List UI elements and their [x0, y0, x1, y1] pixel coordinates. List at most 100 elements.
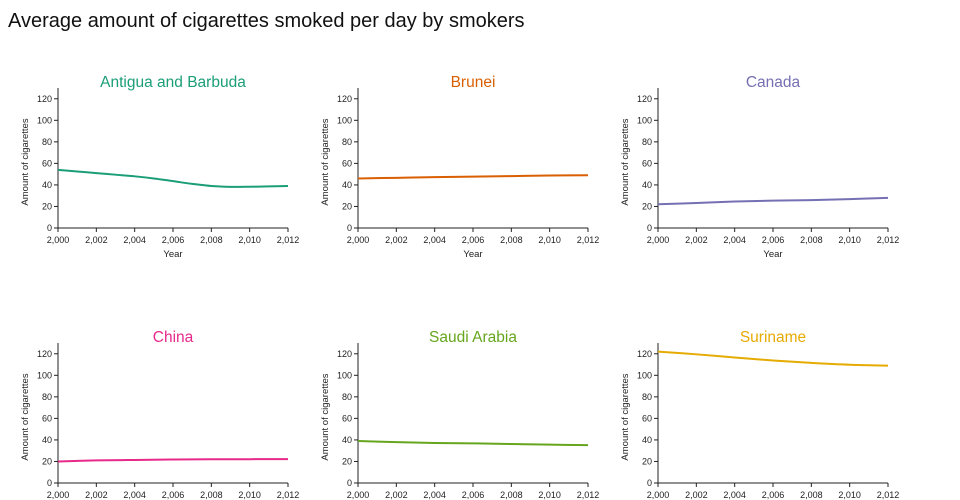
panel-title: China: [153, 329, 194, 346]
x-tick-label: 2,004: [123, 490, 146, 500]
y-tick-label: 40: [42, 180, 52, 190]
y-tick-label: 60: [42, 158, 52, 168]
x-tick-label: 2,010: [538, 235, 561, 245]
y-axis-label: Amount of cigarettes: [320, 118, 331, 205]
y-axis-label: Amount of cigarettes: [620, 373, 631, 460]
y-tick-label: 100: [337, 370, 352, 380]
y-tick-label: 40: [342, 180, 352, 190]
series-line: [357, 440, 589, 447]
y-tick-label: 60: [642, 413, 652, 423]
series-line: [657, 196, 889, 206]
x-tick-label: 2,006: [162, 235, 185, 245]
panel-title: Suriname: [740, 329, 806, 346]
y-tick-label: 80: [42, 392, 52, 402]
y-axis-label: Amount of cigarettes: [20, 373, 31, 460]
x-tick-label: 2,012: [877, 490, 900, 500]
x-tick-label: 2,010: [838, 490, 861, 500]
y-tick-label: 80: [342, 392, 352, 402]
panel-title: Brunei: [451, 74, 496, 91]
y-tick-label: 100: [637, 115, 652, 125]
x-tick-label: 2,004: [123, 235, 146, 245]
x-tick-label: 2,002: [385, 235, 408, 245]
x-tick-label: 2,006: [462, 490, 485, 500]
series-line: [657, 350, 889, 367]
y-tick-label: 60: [342, 158, 352, 168]
y-tick-label: 60: [42, 413, 52, 423]
x-tick-label: 2,010: [838, 235, 861, 245]
y-tick-label: 40: [42, 435, 52, 445]
x-axis-label: Year: [763, 249, 782, 260]
x-tick-label: 2,008: [500, 490, 523, 500]
x-tick-label: 2,004: [423, 490, 446, 500]
y-tick-label: 100: [637, 370, 652, 380]
x-tick-label: 2,002: [385, 490, 408, 500]
y-tick-label: 120: [637, 349, 652, 359]
y-tick-label: 20: [42, 456, 52, 466]
x-tick-label: 2,012: [877, 235, 900, 245]
x-tick-label: 2,008: [500, 235, 523, 245]
x-tick-label: 2,000: [47, 490, 70, 500]
x-tick-label: 2,004: [423, 235, 446, 245]
y-tick-label: 0: [647, 478, 652, 488]
y-tick-label: 0: [47, 478, 52, 488]
x-tick-label: 2,002: [85, 490, 108, 500]
chart-panel: Canada 0 20 40 60 80 100 120 2,000 2,002 2,004 2,00…: [620, 74, 899, 260]
x-tick-label: 2,000: [647, 490, 670, 500]
x-axis-label: Year: [163, 249, 182, 260]
x-tick-label: 2,008: [800, 490, 823, 500]
page-title: Average amount of cigarettes smoked per …: [8, 10, 525, 32]
x-tick-label: 2,006: [462, 235, 485, 245]
x-tick-label: 2,000: [347, 235, 370, 245]
panel-title: Saudi Arabia: [429, 329, 517, 346]
y-tick-label: 100: [37, 370, 52, 380]
x-tick-label: 2,010: [238, 490, 261, 500]
chart-panel: Saudi Arabia 0 20 40 60 80 100 120 2,000 2,002 2,0…: [320, 329, 599, 500]
series-line: [57, 458, 289, 463]
y-tick-label: 60: [342, 413, 352, 423]
y-tick-label: 80: [342, 137, 352, 147]
y-tick-label: 80: [642, 392, 652, 402]
y-tick-label: 120: [37, 94, 52, 104]
x-tick-label: 2,004: [723, 235, 746, 245]
x-axis-label: Year: [463, 249, 482, 260]
y-tick-label: 40: [642, 435, 652, 445]
x-tick-label: 2,006: [162, 490, 185, 500]
y-tick-label: 60: [642, 158, 652, 168]
chart-panel: China 0 20 40 60 80 100 120 2,000 2,002 2,004 2,006…: [20, 329, 299, 500]
y-tick-label: 100: [37, 115, 52, 125]
y-tick-label: 40: [642, 180, 652, 190]
x-tick-label: 2,008: [200, 235, 223, 245]
x-tick-label: 2,000: [347, 490, 370, 500]
chart-panel: Antigua and Barbuda 0 20 40 60 80 100 120 2,000 2…: [20, 74, 299, 260]
y-axis-label: Amount of cigarettes: [320, 373, 331, 460]
x-tick-label: 2,012: [577, 235, 600, 245]
y-tick-label: 20: [342, 456, 352, 466]
series-line: [57, 168, 289, 188]
y-tick-label: 120: [337, 94, 352, 104]
y-axis-label: Amount of cigarettes: [620, 118, 631, 205]
chart-panel: Brunei 0 20 40 60 80 100 120 2,000 2,002 2,004 2,00…: [320, 74, 599, 260]
series-line: [357, 174, 589, 180]
x-tick-label: 2,006: [762, 490, 785, 500]
panel-title: Antigua and Barbuda: [100, 74, 246, 91]
chart-panel: Suriname 0 20 40 60 80 100 120 2,000 2,002 2,004 2,…: [620, 329, 899, 500]
x-tick-label: 2,004: [723, 490, 746, 500]
y-tick-label: 20: [342, 201, 352, 211]
x-tick-label: 2,002: [85, 235, 108, 245]
y-tick-label: 120: [337, 349, 352, 359]
y-tick-label: 20: [42, 201, 52, 211]
x-tick-label: 2,010: [238, 235, 261, 245]
x-tick-label: 2,006: [762, 235, 785, 245]
y-tick-label: 0: [347, 478, 352, 488]
y-tick-label: 120: [37, 349, 52, 359]
x-tick-label: 2,008: [800, 235, 823, 245]
y-tick-label: 40: [342, 435, 352, 445]
y-tick-label: 20: [642, 201, 652, 211]
y-tick-label: 0: [647, 223, 652, 233]
y-tick-label: 120: [637, 94, 652, 104]
x-tick-label: 2,012: [577, 490, 600, 500]
y-tick-label: 80: [642, 137, 652, 147]
x-tick-label: 2,010: [538, 490, 561, 500]
y-tick-label: 100: [337, 115, 352, 125]
